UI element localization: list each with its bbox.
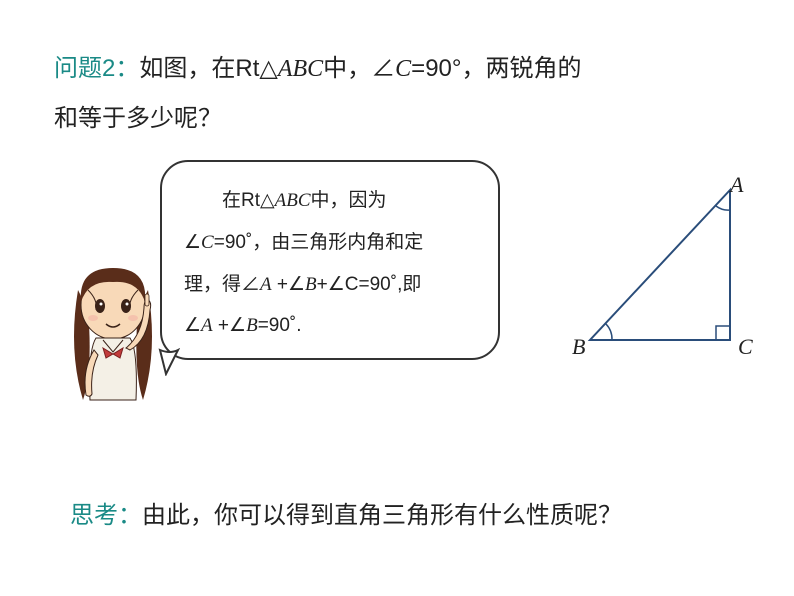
think-label: 思考： [70, 502, 142, 529]
bt-p4: =90˚，由三角形内角和定 [214, 232, 424, 253]
vertex-label-c: C [738, 334, 753, 360]
question-line1: 问题2：如图，在Rt△ABC中，∠C=90°，两锐角的 [54, 50, 754, 88]
bt-a: A [260, 274, 272, 295]
question-line2: 和等于多少呢？ [54, 100, 222, 138]
bt-p8: ∠ [184, 315, 201, 336]
bt-p2: 中，因为 [311, 190, 387, 211]
bt-a2: A [201, 315, 213, 336]
character-illustration [48, 250, 178, 430]
bubble-text: 在Rt△ABC中，因为 ∠C=90˚，由三角形内角和定 理，得∠A +∠B+∠C… [184, 180, 476, 347]
think-line: 思考：由此，你可以得到直角三角形有什么性质呢？ [70, 495, 622, 530]
triangle-shape [590, 190, 730, 340]
q1-abc: ABC [278, 56, 323, 82]
bt-p10: =90˚. [258, 315, 302, 336]
q1-p1: 如图，在Rt△ [139, 55, 277, 82]
angle-b-arc [606, 324, 612, 340]
q1-p2: 中，∠ [323, 55, 395, 82]
bt-p3: ∠ [184, 232, 201, 253]
bt-c: C [201, 232, 214, 253]
think-text: 由此，你可以得到直角三角形有什么性质呢？ [142, 502, 622, 529]
q1-p3: =90°，两锐角的 [411, 55, 581, 82]
bt-p7: +∠C=90˚,即 [317, 274, 422, 295]
vertex-label-a: A [730, 172, 743, 198]
bt-abc: ABC [275, 190, 311, 211]
bt-p1: 在Rt△ [222, 190, 275, 211]
speech-bubble: 在Rt△ABC中，因为 ∠C=90˚，由三角形内角和定 理，得∠A +∠B+∠C… [160, 160, 500, 360]
bt-indent [184, 190, 222, 211]
bt-p9: +∠ [213, 315, 246, 336]
bt-p6: +∠ [272, 274, 305, 295]
vertex-label-b: B [572, 334, 585, 360]
q1-c: C [395, 56, 411, 82]
bt-b: B [305, 274, 317, 295]
bt-p5: 理，得∠ [184, 274, 260, 295]
question-label: 问题2： [54, 55, 139, 82]
angle-a-arc [716, 206, 730, 210]
bt-b2: B [246, 315, 258, 336]
triangle-diagram: A B C [580, 180, 770, 360]
right-angle-marker [716, 326, 730, 340]
